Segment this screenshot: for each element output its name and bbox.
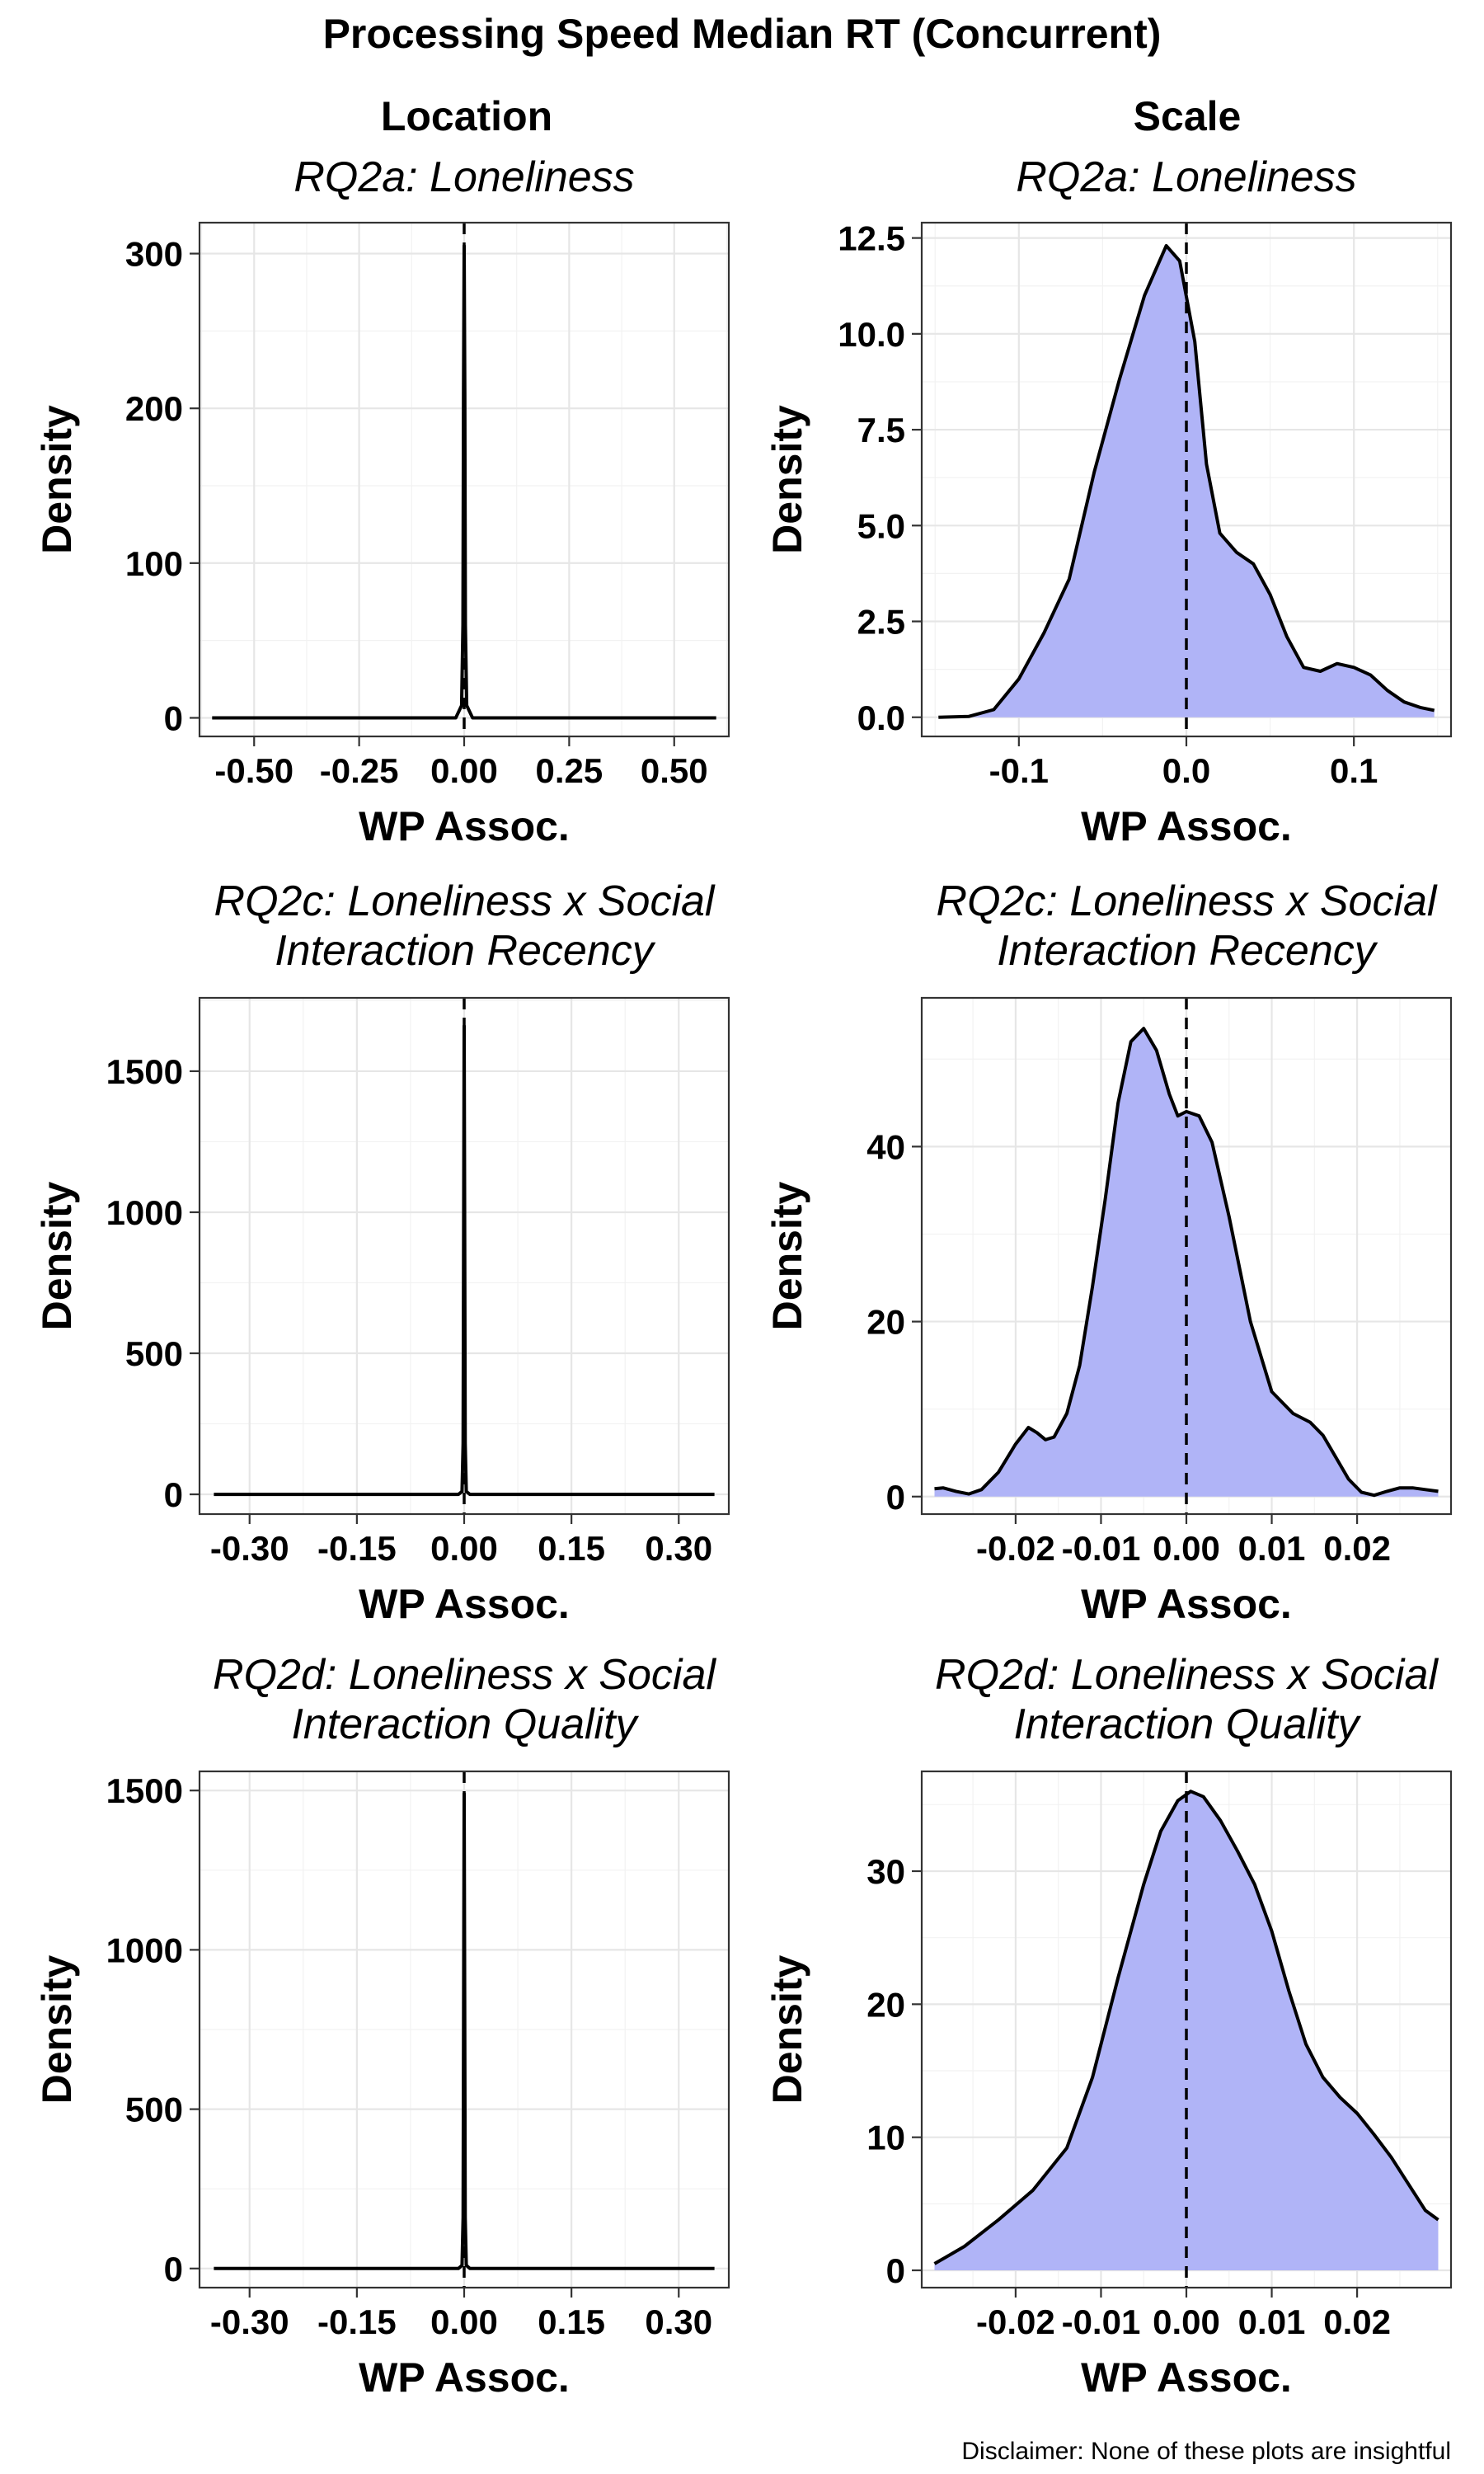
density-curve xyxy=(933,1790,1439,2265)
y-tick-label: 20 xyxy=(866,1303,905,1342)
x-tick-label: -0.02 xyxy=(976,1529,1055,1568)
density-curve xyxy=(934,1027,1439,1498)
panel-title-line-1: RQ2a: Loneliness xyxy=(294,153,634,201)
x-tick-label: 0.00 xyxy=(1153,2302,1220,2341)
y-tick-label: 12.5 xyxy=(838,219,905,258)
x-tick-label: -0.50 xyxy=(214,751,294,790)
y-tick-label: 500 xyxy=(125,1334,183,1373)
figure-title: Processing Speed Median RT (Concurrent) xyxy=(323,11,1162,57)
x-tick-label: 0.0 xyxy=(1162,751,1210,790)
panel-title-line-2: Interaction Quality xyxy=(1013,1700,1361,1748)
x-tick-label: 0.00 xyxy=(430,2302,498,2341)
x-tick-label: 0.01 xyxy=(1238,2302,1306,2341)
x-tick-label: 0.15 xyxy=(538,1529,605,1568)
y-tick-label: 1000 xyxy=(106,1193,183,1232)
x-axis-title: WP Assoc. xyxy=(1081,1581,1292,1627)
y-tick-label: 10.0 xyxy=(838,315,905,354)
panel-title-line-1: RQ2d: Loneliness x Social xyxy=(935,1651,1439,1699)
x-tick-label: -0.01 xyxy=(1062,1529,1141,1568)
disclaimer: Disclaimer: None of these plots are insi… xyxy=(961,2438,1451,2465)
panel-1-location: RQ2a: Loneliness -0.50 -0.25 0.00 0.25 0.50 0 1… xyxy=(34,153,730,849)
x-tick-label: 0.30 xyxy=(645,1529,712,1568)
x-tick-label: 0.00 xyxy=(430,751,498,790)
panel-title-line-1: RQ2c: Loneliness x Social xyxy=(937,877,1438,925)
x-axis-title: WP Assoc. xyxy=(1081,803,1292,849)
y-tick-label: 30 xyxy=(866,1852,905,1891)
y-tick-label: 1500 xyxy=(106,1771,183,1810)
y-tick-label: 0 xyxy=(164,2250,183,2288)
y-tick-label: 7.5 xyxy=(857,411,905,449)
y-tick-label: 5.0 xyxy=(857,506,905,545)
x-axis-title: WP Assoc. xyxy=(359,803,570,849)
x-axis-title: WP Assoc. xyxy=(359,2354,570,2401)
panel-title-line-1: RQ2d: Loneliness x Social xyxy=(213,1651,716,1699)
x-tick-label: -0.15 xyxy=(317,2302,397,2341)
panel-title-line-2: Interaction Recency xyxy=(275,927,656,975)
y-tick-label: 1000 xyxy=(106,1931,183,1969)
y-tick-label: 0 xyxy=(886,1478,905,1517)
panels: RQ2a: Loneliness-0.50 -0.25 0.00 0.25 0.5001… xyxy=(34,153,1453,2401)
y-tick-label: 100 xyxy=(125,544,183,583)
density-curve xyxy=(938,243,1435,719)
panel-2-scale: RQ2a: Loneliness -0.1 0.0 0.1 0.0 2.5 5.0 7.5 10… xyxy=(764,153,1453,849)
y-tick-label: 10 xyxy=(866,2119,905,2157)
x-tick-label: 0.00 xyxy=(1153,1529,1220,1568)
x-axis-title: WP Assoc. xyxy=(359,1581,570,1627)
y-axis-title: Density xyxy=(764,1955,810,2105)
x-tick-label: -0.1 xyxy=(989,751,1049,790)
y-axis-title: Density xyxy=(34,405,80,554)
x-tick-label: 0.01 xyxy=(1238,1529,1306,1568)
x-tick-label: -0.30 xyxy=(210,2302,289,2341)
x-tick-label: 0.15 xyxy=(538,2302,605,2341)
column-title-scale: Scale xyxy=(1134,93,1242,139)
x-tick-label: 0.02 xyxy=(1323,2302,1391,2341)
column-title-location: Location xyxy=(381,93,552,139)
y-axis-title: Density xyxy=(34,1182,80,1331)
y-tick-label: 500 xyxy=(125,2091,183,2129)
y-tick-label: 2.5 xyxy=(857,603,905,642)
x-tick-label: -0.01 xyxy=(1062,2302,1141,2341)
y-tick-label: 20 xyxy=(866,1985,905,2024)
panel-title-line-2: Interaction Quality xyxy=(291,1700,639,1748)
panel-title-line-1: RQ2a: Loneliness xyxy=(1016,153,1356,201)
x-tick-label: 0.25 xyxy=(536,751,603,790)
x-tick-label: -0.02 xyxy=(976,2302,1055,2341)
x-axis-title: WP Assoc. xyxy=(1081,2354,1292,2401)
x-tick-label: 0.30 xyxy=(645,2302,712,2341)
panel-title-line-2: Interaction Recency xyxy=(997,927,1378,975)
y-axis-title: Density xyxy=(764,405,810,554)
y-axis-title: Density xyxy=(764,1182,810,1331)
x-tick-label: 0.50 xyxy=(641,751,708,790)
y-tick-label: 0.0 xyxy=(857,698,905,737)
x-tick-label: 0.1 xyxy=(1330,751,1378,790)
y-tick-label: 40 xyxy=(866,1127,905,1166)
x-tick-label: -0.30 xyxy=(210,1529,289,1568)
y-axis-title: Density xyxy=(34,1955,80,2105)
y-tick-label: 1500 xyxy=(106,1052,183,1091)
y-tick-label: 0 xyxy=(164,1475,183,1514)
y-tick-label: 300 xyxy=(125,235,183,274)
x-tick-label: -0.15 xyxy=(317,1529,397,1568)
x-tick-label: 0.02 xyxy=(1323,1529,1391,1568)
x-tick-label: 0.00 xyxy=(430,1529,498,1568)
y-tick-label: 0 xyxy=(164,698,183,737)
y-tick-label: 200 xyxy=(125,389,183,428)
y-tick-label: 0 xyxy=(886,2251,905,2290)
x-tick-label: -0.25 xyxy=(320,751,399,790)
panel-title-line-1: RQ2c: Loneliness x Social xyxy=(214,877,716,925)
